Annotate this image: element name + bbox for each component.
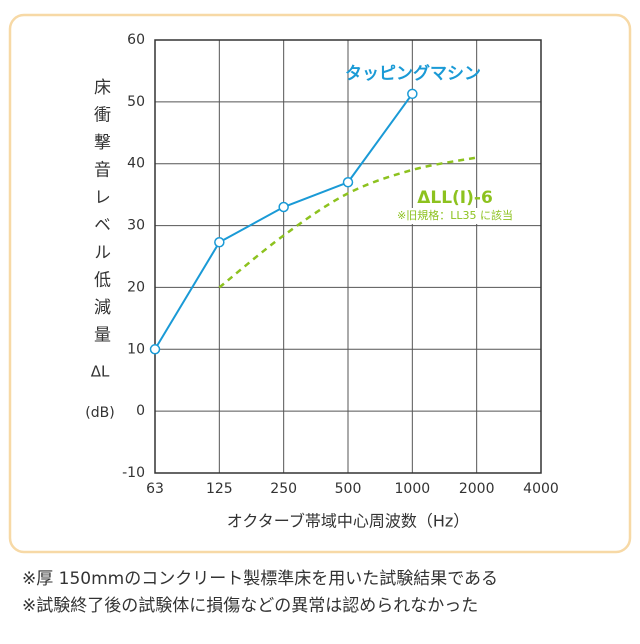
frame bbox=[8, 13, 632, 554]
x-tick-label: 4000 bbox=[523, 481, 559, 497]
y-tick-label: 50 bbox=[127, 94, 145, 110]
y-tick-label: 0 bbox=[136, 403, 145, 419]
y-unit: (dB) bbox=[85, 405, 114, 421]
series-note: ※旧規格：LL35 に該当 bbox=[397, 208, 513, 222]
note: ※厚 150mmのコンクリート製標準床を用いた試験結果である bbox=[22, 569, 498, 589]
y-tick-label: 30 bbox=[127, 218, 145, 234]
y-tick-label: 10 bbox=[127, 341, 145, 357]
point bbox=[278, 201, 289, 213]
y-axis-label: 床衝撃音レベル低減量 bbox=[90, 78, 111, 353]
point bbox=[214, 237, 225, 248]
x-tick-label: 250 bbox=[270, 481, 297, 497]
y-unit-symbol: ΔL bbox=[91, 363, 110, 381]
point bbox=[407, 88, 418, 100]
y-tick-label: 60 bbox=[127, 32, 145, 48]
series-label: タッピングマシン bbox=[345, 63, 481, 84]
point bbox=[342, 177, 354, 188]
x-tick-label: 63 bbox=[146, 481, 164, 497]
x-tick-label: 2000 bbox=[459, 481, 495, 497]
y-tick-label: 20 bbox=[127, 279, 145, 295]
x-axis-label: オクターブ帯域中心周波数（Hz） bbox=[227, 512, 470, 531]
plot-border bbox=[154, 39, 542, 474]
y-tick-label: -10 bbox=[122, 465, 145, 481]
x-tick-label: 500 bbox=[335, 481, 362, 497]
x-tick-label: 1000 bbox=[395, 481, 431, 497]
note-bg bbox=[380, 208, 530, 224]
series-line bbox=[218, 156, 477, 289]
series-label: ΔLL(Ⅰ)-6 bbox=[417, 188, 493, 208]
point bbox=[149, 344, 161, 355]
note: ※試験終了後の試験体に損傷などの異常は認められなかった bbox=[22, 596, 478, 616]
x-tick-label: 125 bbox=[206, 481, 233, 497]
y-tick-label: 40 bbox=[127, 156, 145, 172]
